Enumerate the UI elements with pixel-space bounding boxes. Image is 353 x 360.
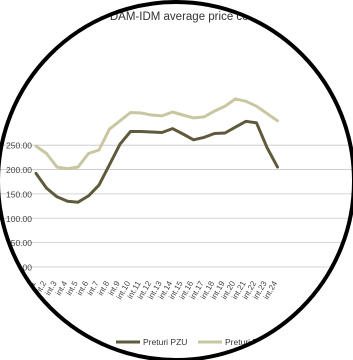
legend-label-2: Preturi PI	[225, 337, 260, 347]
legend-label-1: Preturi PZU	[143, 337, 187, 347]
y-tick-label: 250.00	[6, 141, 32, 151]
series-line-1	[34, 119, 279, 204]
series-line-2	[34, 97, 279, 171]
legend: Preturi PZU Preturi PI	[116, 337, 260, 347]
series-lines	[34, 97, 279, 204]
y-tick-label: 100.00	[6, 214, 32, 224]
y-tick-label: 50.00	[11, 238, 33, 248]
y-tick-label: 0.00	[15, 263, 32, 273]
y-tick-label: 200.00	[6, 165, 32, 175]
y-tick-label: 150.00	[6, 189, 32, 199]
y-axis-ticks: 0.00 50.00 100.00 150.00 200.00 250.00	[6, 141, 32, 273]
chart-title: DAM-IDM average price correlation	[110, 11, 290, 23]
